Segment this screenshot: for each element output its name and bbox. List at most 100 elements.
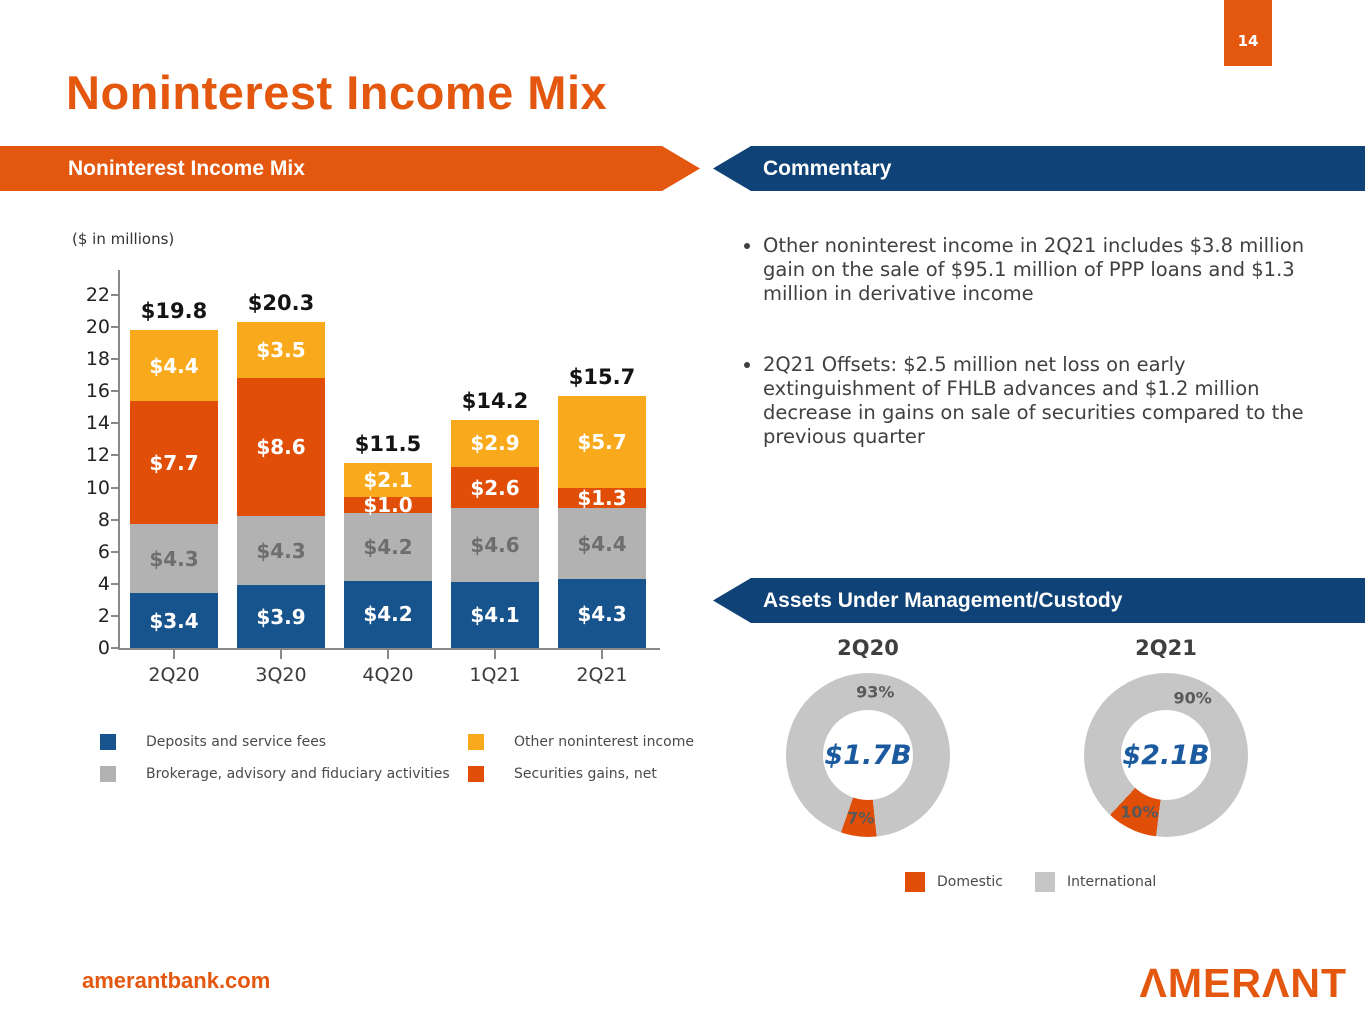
section-banner-chart-label: Noninterest Income Mix [68, 156, 305, 180]
legend-item: Deposits and service fees [100, 734, 468, 750]
donut-ring-2q20: $1.7B 7% 93% [786, 673, 950, 837]
bar-segment: $4.2 [344, 513, 432, 581]
bar-segment-value: $2.1 [363, 468, 413, 493]
legend-item-international: International [1034, 872, 1156, 892]
y-axis-tick-label: 16 [85, 380, 110, 403]
bar-total-label: $11.5 [354, 432, 422, 457]
bar-total-label: $20.3 [247, 291, 315, 316]
y-axis-tick-label: 8 [97, 508, 110, 531]
bar-total-label: $14.2 [461, 389, 529, 414]
bar-segment-value: $2.9 [470, 431, 520, 456]
legend-label: Brokerage, advisory and fiduciary activi… [146, 766, 450, 782]
international-swatch [1034, 872, 1055, 892]
bar-segment: $3.4 [130, 593, 218, 648]
page-title: Noninterest Income Mix [66, 66, 608, 120]
bar-2Q20: $3.4 $4.3 $7.7 $4.4 $19.8 2Q20 [130, 299, 218, 686]
bar-segment: $4.3 [558, 579, 646, 648]
legend-swatch [100, 734, 116, 750]
section-banner-aum: Assets Under Management/Custody [713, 578, 1365, 623]
bar-2Q21: $4.3 $4.4 $1.3 $5.7 $15.7 2Q21 [558, 365, 646, 686]
donut-hole [1121, 710, 1211, 800]
y-axis-tick-mark [111, 326, 119, 328]
bar-segment: $2.6 [451, 466, 539, 509]
donut-hole [823, 710, 913, 800]
legend-label: Deposits and service fees [146, 734, 327, 750]
y-axis-tick-label: 4 [97, 572, 110, 595]
x-axis-category-label: 2Q20 [148, 664, 200, 686]
page-number-badge: 14 [1224, 0, 1272, 66]
international-percent-label: 93% [856, 682, 895, 702]
bar-1Q21: $4.1 $4.6 $2.6 $2.9 $14.2 1Q21 [451, 389, 539, 686]
y-axis-tick-mark [111, 422, 119, 425]
section-banner-chart: Noninterest Income Mix [0, 146, 700, 191]
bar-segment-value: $3.4 [149, 608, 199, 633]
y-axis-tick-mark [111, 647, 119, 649]
chart-units-note: ($ in millions) [72, 230, 175, 248]
y-axis-tick-label: 10 [85, 476, 110, 499]
y-axis-tick-label: 2 [97, 604, 110, 627]
legend-item: Brokerage, advisory and fiduciary activi… [100, 766, 468, 782]
domestic-percent-label: 10% [1120, 802, 1159, 822]
donut-chart-2q20: 2Q20 $1.7B 7% 93% [718, 636, 1018, 837]
y-axis-tick-label: 20 [85, 316, 110, 338]
bar-segment: $4.1 [451, 582, 539, 648]
section-banner-commentary: Commentary [713, 146, 1365, 191]
bar-total-label: $15.7 [568, 365, 636, 390]
bar-segment-value: $2.6 [470, 475, 520, 500]
bar-segment-value: $5.7 [577, 429, 627, 454]
bar-segment: $3.5 [237, 322, 325, 379]
donut-center-value: $2.1B [1122, 739, 1210, 771]
y-axis-tick-label: 12 [85, 444, 110, 467]
y-axis-tick-label: 14 [85, 412, 110, 435]
bar-segment: $7.7 [130, 400, 218, 525]
legend-swatch [468, 766, 484, 782]
domestic-swatch [905, 872, 925, 892]
y-axis-tick-label: 18 [85, 348, 110, 371]
legend-item: Securities gains, net [468, 766, 694, 782]
x-axis-tick-mark [173, 650, 175, 659]
bar-segment: $1.3 [558, 486, 646, 510]
bar-segment-value: $4.2 [363, 534, 413, 559]
commentary-section: Other noninterest income in 2Q21 include… [727, 234, 1327, 495]
x-axis-tick-mark [387, 650, 389, 659]
bar-3Q20: $3.9 $4.3 $8.6 $3.5 $20.3 3Q20 [237, 291, 325, 686]
x-axis-category-label: 4Q20 [362, 664, 414, 686]
bar-segment-value: $4.3 [149, 546, 199, 571]
amerant-logo: ΛMERΛNT [1139, 960, 1347, 1006]
bar-segment-value: $4.4 [149, 353, 199, 378]
bar-segment-value: $4.3 [577, 601, 627, 626]
bar-segment: $2.1 [344, 463, 432, 498]
x-axis-category-label: 1Q21 [469, 664, 521, 686]
bar-segment-value: $4.4 [577, 531, 627, 556]
y-axis-tick-mark [111, 582, 119, 585]
chart-plot-area: $3.4 $4.3 $7.7 $4.4 $19.8 2Q20 $3.9 $4.3 $8.6 $3.… [86, 270, 660, 686]
legend-item: Other noninterest income [468, 734, 694, 750]
footer-website-link[interactable]: amerantbank.com [82, 968, 271, 993]
donut-ring-2q21: $2.1B 10% 90% [1084, 673, 1248, 837]
bar-segment-value: $7.7 [149, 450, 199, 475]
bar-segment-value: $1.3 [577, 485, 627, 510]
legend-item-domestic: Domestic [905, 872, 1003, 892]
bar-segment-value: $3.9 [256, 604, 306, 629]
y-axis-tick-mark [111, 390, 119, 393]
donut-chart-2q21: 2Q21 $2.1B 10% 90% [1016, 636, 1316, 837]
bar-segment-value: $4.6 [470, 533, 520, 558]
bar-segment-value: $3.5 [256, 338, 306, 363]
x-axis-tick-mark [280, 650, 282, 659]
bar-segment: $5.7 [558, 396, 646, 488]
y-axis-tick-mark [111, 486, 119, 489]
bar-segment: $4.3 [237, 516, 325, 586]
bar-segment-value: $8.6 [256, 435, 306, 460]
domestic-percent-label: 7% [847, 808, 875, 828]
y-axis-tick-label: 6 [97, 540, 110, 563]
y-axis-tick-mark [111, 614, 119, 617]
commentary-list: Other noninterest income in 2Q21 include… [727, 234, 1327, 449]
bar-segment: $4.2 [344, 580, 432, 648]
international-percent-label: 90% [1173, 688, 1212, 708]
donut-title: 2Q21 [1135, 636, 1197, 660]
legend-swatch [468, 734, 484, 750]
x-axis-category-label: 2Q21 [576, 664, 628, 686]
y-axis-tick-mark [111, 550, 119, 553]
bar-segment: $4.3 [130, 524, 218, 594]
